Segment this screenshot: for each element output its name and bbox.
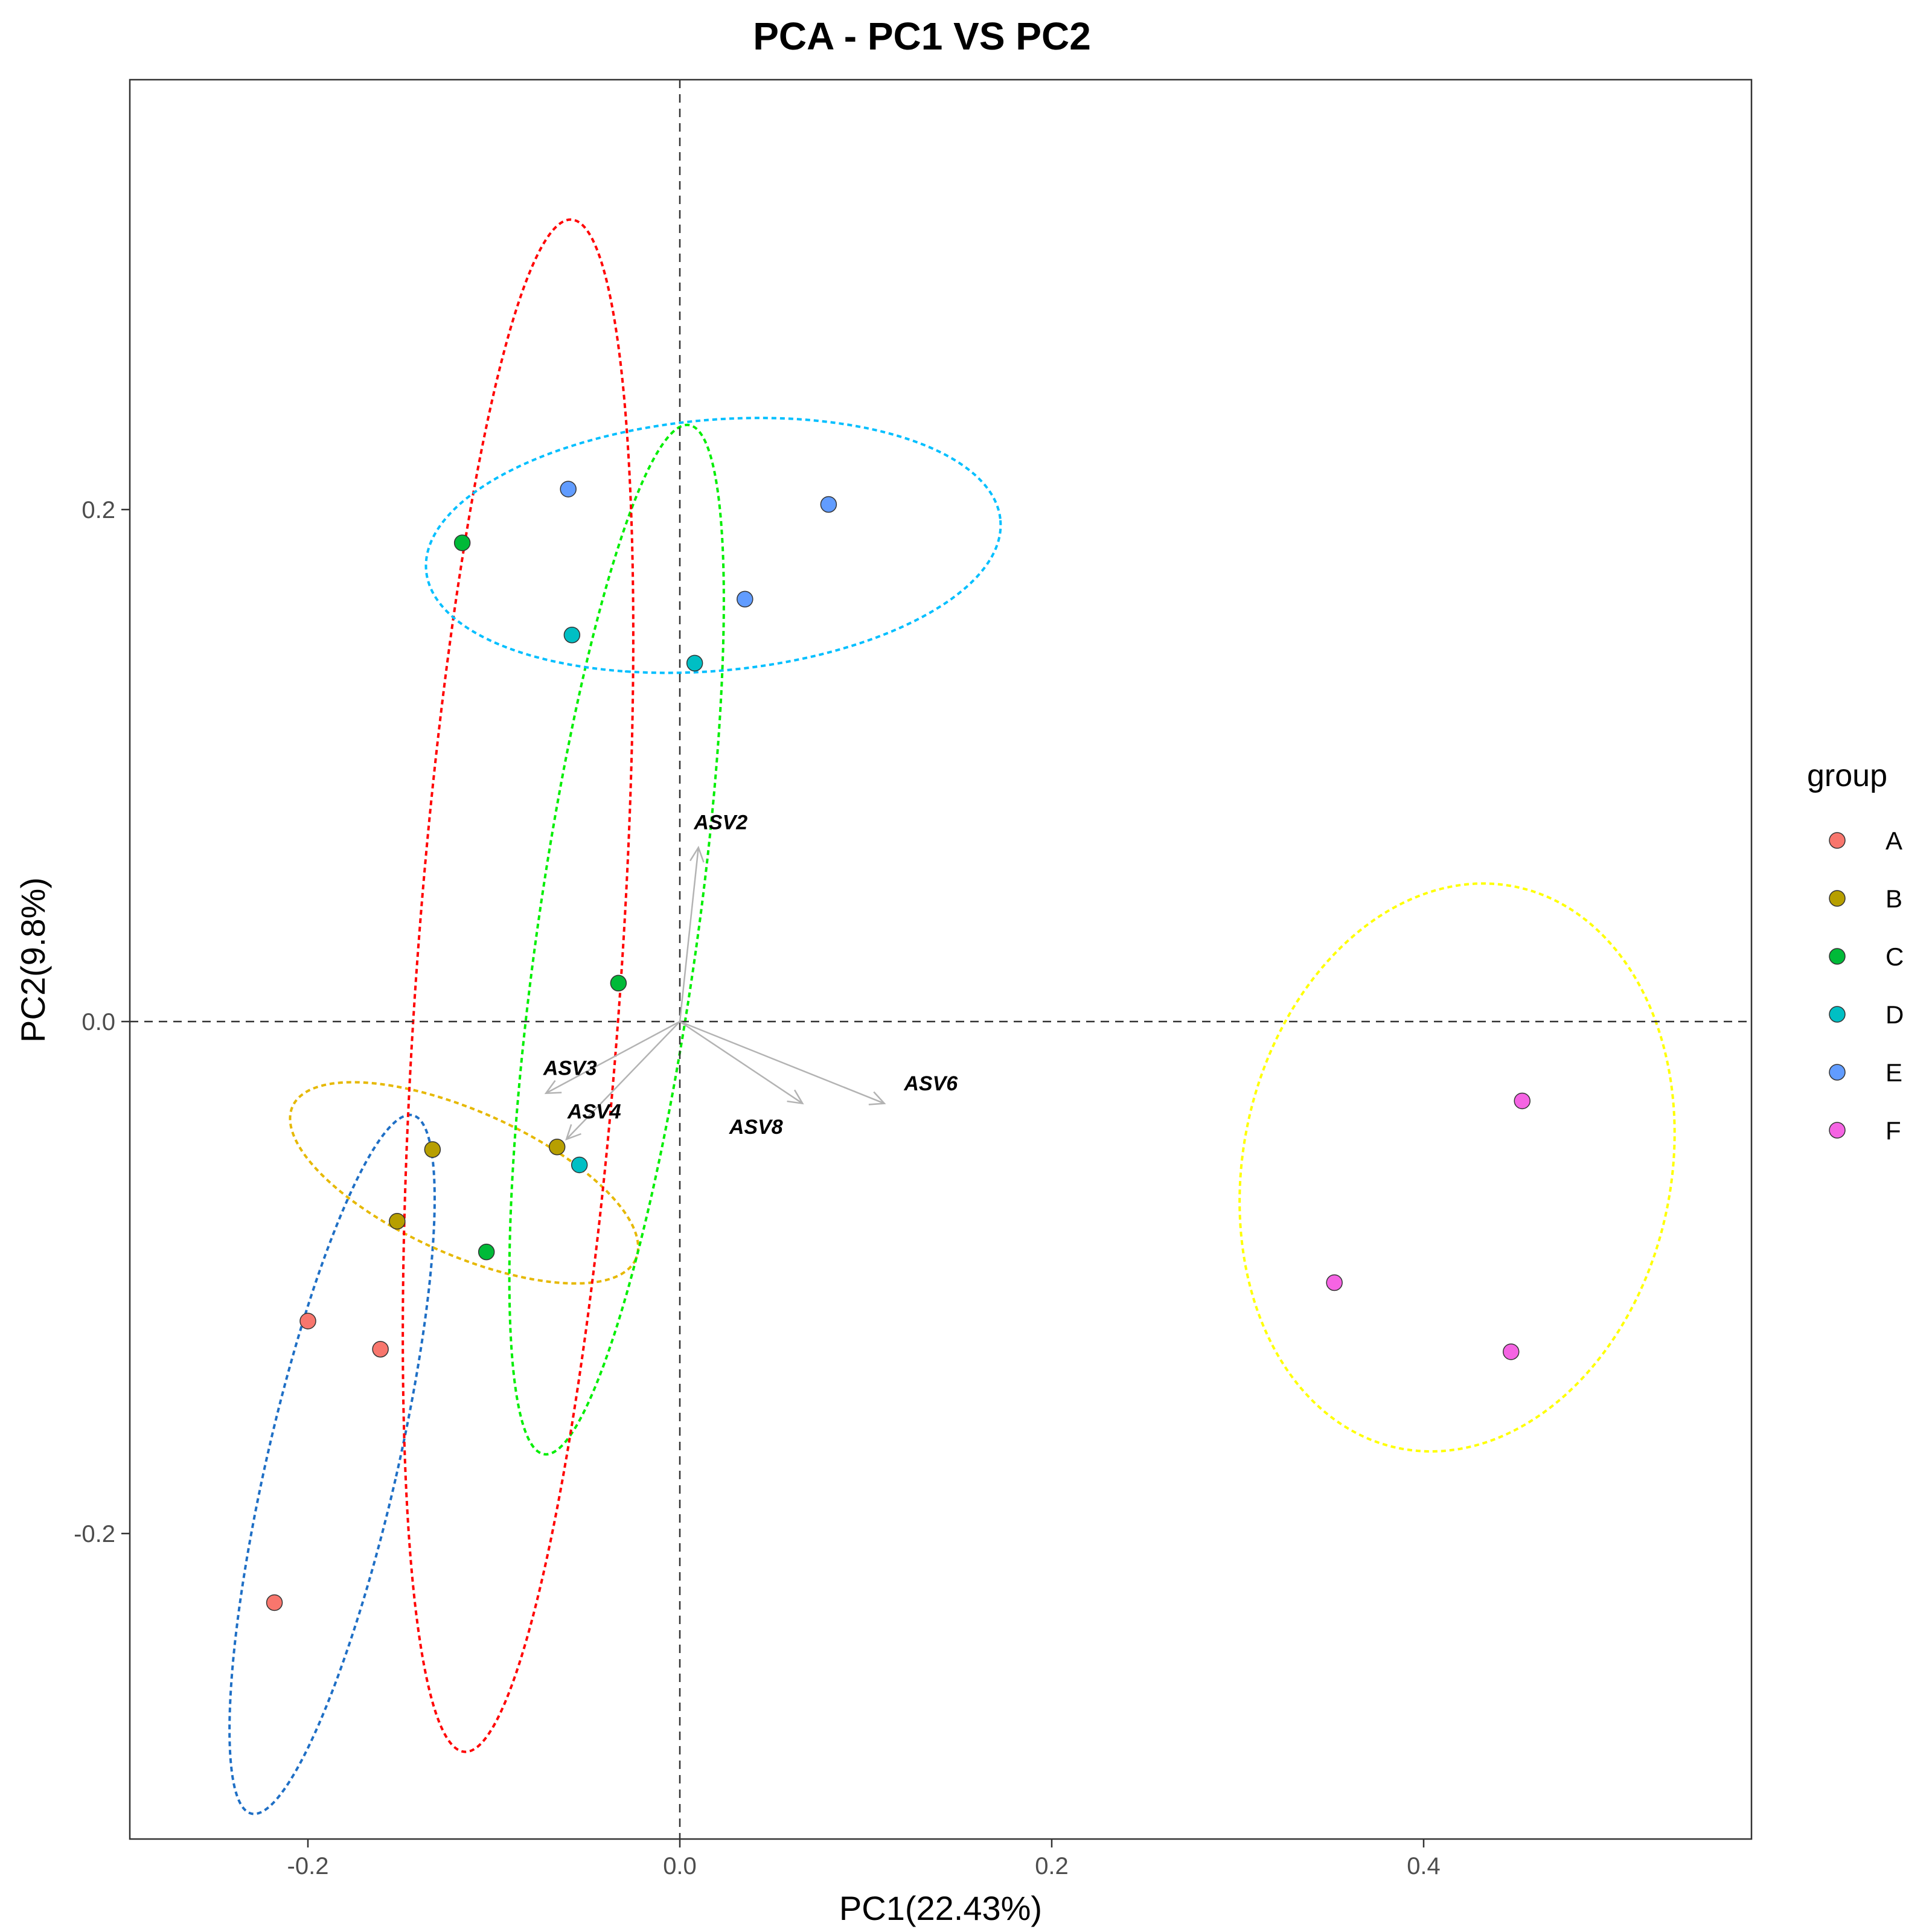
x-tick-label: 0.0 — [663, 1853, 697, 1879]
y-tick-label: 0.2 — [82, 497, 115, 523]
chart-title: PCA - PC1 VS PC2 — [753, 14, 1091, 58]
loading-arrow-asv8 — [679, 1020, 803, 1104]
legend-label-b: B — [1886, 884, 1902, 913]
confidence-ellipse-e — [424, 417, 1002, 674]
data-point-a — [266, 1594, 283, 1611]
legend-label-e: E — [1886, 1058, 1902, 1087]
y-axis-title: PC2(9.8%) — [14, 877, 52, 1043]
legend-key-b — [1829, 890, 1846, 907]
legend-label-f: F — [1886, 1116, 1901, 1145]
loading-label-asv6: ASV6 — [903, 1072, 958, 1095]
loading-label-asv3: ASV3 — [543, 1057, 597, 1080]
data-point-b — [548, 1139, 566, 1156]
loading-label-asv2: ASV2 — [693, 811, 747, 834]
loading-arrowhead-asv4 — [565, 1124, 581, 1141]
data-point-a — [299, 1313, 316, 1329]
legend-label-c: C — [1886, 942, 1904, 971]
plot-panel-border — [129, 78, 1753, 1840]
data-point-f — [1503, 1343, 1520, 1360]
x-axis-title: PC1(22.43%) — [839, 1889, 1042, 1927]
data-point-e — [737, 590, 753, 608]
y-tick-label: -0.2 — [74, 1521, 115, 1547]
data-point-d — [571, 1156, 588, 1174]
loading-arrow-asv6 — [679, 1020, 885, 1104]
x-tick-label: 0.4 — [1407, 1853, 1441, 1879]
plot-panel — [130, 80, 1751, 1839]
legend-label-a: A — [1886, 827, 1902, 855]
loading-arrow-asv2 — [679, 847, 700, 1022]
loading-label-asv4: ASV4 — [567, 1100, 621, 1123]
data-point-f — [1514, 1092, 1531, 1110]
loading-arrow-asv3 — [545, 1020, 680, 1094]
x-tick-label: 0.2 — [1035, 1853, 1069, 1879]
x-tick-label: -0.2 — [287, 1853, 329, 1879]
data-point-d — [686, 654, 703, 672]
data-point-c — [453, 534, 471, 551]
loading-arrowhead-asv8 — [787, 1089, 804, 1105]
legend-key-d — [1829, 1006, 1846, 1023]
legend-key-a — [1829, 832, 1846, 849]
data-point-c — [478, 1243, 495, 1261]
legend-key-c — [1829, 948, 1846, 965]
data-point-a — [372, 1340, 389, 1358]
loading-arrowhead-asv2 — [689, 845, 705, 863]
legend-key-e — [1829, 1064, 1846, 1081]
data-point-f — [1326, 1274, 1343, 1291]
y-tick-label: 0.0 — [82, 1009, 115, 1035]
loading-label-asv8: ASV8 — [729, 1116, 783, 1139]
loading-arrowhead-asv3 — [544, 1080, 562, 1095]
legend-key-f — [1829, 1122, 1846, 1139]
data-point-c — [610, 974, 627, 992]
data-point-e — [560, 481, 577, 497]
data-point-d — [563, 627, 581, 644]
data-point-b — [424, 1141, 441, 1158]
legend-label-d: D — [1886, 1000, 1904, 1029]
loading-arrow-asv4 — [566, 1021, 680, 1140]
loading-arrowhead-asv6 — [868, 1091, 886, 1105]
confidence-ellipse-d — [401, 218, 635, 1753]
confidence-ellipse-c — [508, 423, 725, 1456]
data-point-b — [389, 1212, 406, 1230]
data-point-e — [820, 496, 837, 513]
legend-title: group — [1807, 758, 1887, 793]
confidence-ellipse-f — [1238, 882, 1676, 1453]
